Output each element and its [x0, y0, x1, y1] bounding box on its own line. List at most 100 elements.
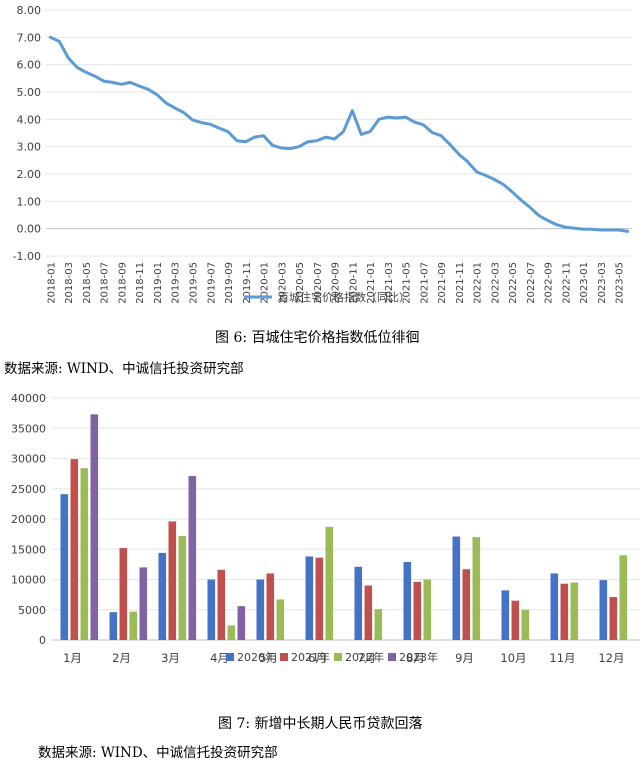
- x-tick-label: 2023-05: [615, 262, 626, 304]
- house-price-line-chart: 8.00 7.00 6.00 5.00 4.00 3.00 2.00 1.00 0.00 -1.0…: [13, 4, 632, 304]
- bar: [511, 600, 520, 640]
- x-tick-label: 2020-05: [295, 262, 306, 304]
- x-tick-label: 2021-07: [419, 262, 430, 304]
- x-axis-ticks: 2018-01 2018-03 2018-05 2018-07 2018-09 2018-…: [46, 262, 625, 304]
- x-tick-label: 2019-03: [171, 262, 182, 304]
- bar: [325, 526, 334, 640]
- bar: [178, 535, 187, 640]
- bar: [550, 573, 559, 640]
- bar: [521, 609, 530, 640]
- x-tick-label: 2022-09: [544, 262, 555, 304]
- figure-7-source: 数据来源: WIND、中诚信托投资研究部: [38, 745, 278, 761]
- x-tick-label: 2019-09: [224, 262, 235, 304]
- x-tick-label: 2019-01: [153, 262, 164, 304]
- bar: [276, 599, 285, 640]
- x-tick-label: 8月: [406, 651, 425, 665]
- x-tick-label: 2020-11: [348, 262, 359, 304]
- x-tick-label: 2022-11: [561, 262, 572, 304]
- legend-swatch: [388, 653, 396, 661]
- x-tick-label: 2019-11: [242, 262, 253, 304]
- y-tick-label: 0.00: [17, 223, 42, 236]
- y-tick-label: 30000: [11, 453, 46, 466]
- x-tick-label: 2019-05: [189, 262, 200, 304]
- y-tick-label: 25000: [11, 483, 46, 496]
- y-tick-label: 5.00: [17, 86, 42, 99]
- bar: [217, 569, 226, 640]
- y-tick-label: 8.00: [17, 4, 42, 17]
- bar: [501, 590, 510, 640]
- y-tick-label: -1.00: [13, 250, 41, 263]
- x-tick-label: 2020-03: [277, 262, 288, 304]
- bar: [570, 582, 579, 640]
- bar: [80, 468, 89, 640]
- x-tick-label: 2018-03: [64, 262, 75, 304]
- x-tick-label: 2021-09: [437, 262, 448, 304]
- x-tick-label: 2021-03: [384, 262, 395, 304]
- bar: [452, 536, 461, 640]
- x-tick-label: 2020-01: [260, 262, 271, 304]
- x-tick-label: 5月: [259, 651, 278, 665]
- bar: [305, 556, 314, 640]
- x-tick-label: 2022-01: [473, 262, 484, 304]
- legend-label: 百城住宅价格指数（同比）: [278, 290, 410, 304]
- y-tick-label: 15000: [11, 543, 46, 556]
- bar: [237, 606, 246, 640]
- x-tick-label: 2020-09: [331, 262, 342, 304]
- y-tick-label: 6.00: [17, 59, 42, 72]
- bar: [609, 597, 618, 640]
- y-gridlines: [46, 9, 632, 257]
- legend-label: 2022年: [345, 650, 384, 664]
- bar: [60, 494, 69, 640]
- bar: [227, 625, 236, 640]
- bar: [462, 569, 471, 640]
- legend-label: 2023年: [399, 650, 438, 664]
- y-tick-label: 1.00: [17, 195, 42, 208]
- figure-6-caption: 图 6: 百城住宅价格指数低位徘徊: [215, 330, 420, 346]
- figure-7-caption: 图 7: 新增中长期人民币贷款回落: [218, 716, 423, 732]
- x-axis-ticks: 1月 2月 3月 4月 5月 6月 7月 8月 9月 10月 11月 12月: [63, 651, 624, 665]
- bar: [90, 414, 99, 640]
- bar: [207, 579, 216, 640]
- x-tick-label: 2019-07: [206, 262, 217, 304]
- bar: [599, 580, 608, 640]
- x-tick-label: 2022-07: [526, 262, 537, 304]
- x-tick-label: 10月: [500, 651, 526, 665]
- legend-label: 2021年: [291, 650, 330, 664]
- legend-label: 2020年: [237, 650, 276, 664]
- x-tick-label: 4月: [210, 651, 229, 665]
- x-tick-label: 2021-11: [455, 262, 466, 304]
- x-tick-label: 2018-01: [46, 262, 57, 304]
- y-tick-label: 4.00: [17, 113, 42, 126]
- x-tick-label: 11月: [549, 651, 575, 665]
- x-tick-label: 3月: [161, 651, 180, 665]
- y-tick-label: 35000: [11, 422, 46, 435]
- y-tick-label: 40000: [11, 392, 46, 405]
- y-tick-label: 3.00: [17, 141, 42, 154]
- bar: [619, 555, 628, 640]
- bar: [354, 566, 363, 640]
- plot-area: [48, 35, 630, 233]
- legend-swatch: [280, 653, 288, 661]
- bar: [266, 573, 275, 640]
- bar: [472, 537, 481, 640]
- bar: [560, 583, 569, 640]
- x-tick-label: 2018-11: [135, 262, 146, 304]
- bar: [256, 579, 265, 640]
- y-tick-label: 20000: [11, 513, 46, 526]
- bar: [364, 585, 373, 640]
- bar: [374, 609, 383, 640]
- x-tick-label: 2月: [112, 651, 131, 665]
- bar: [188, 476, 197, 640]
- x-tick-label: 2023-03: [597, 262, 608, 304]
- y-axis-ticks: 8.00 7.00 6.00 5.00 4.00 3.00 2.00 1.00 0.00 -1.0…: [13, 4, 41, 263]
- y-tick-label: 0: [39, 634, 46, 647]
- legend: 2020年 2021年 2022年 2023年: [226, 650, 438, 664]
- bar: [315, 557, 324, 640]
- legend-swatch: [334, 653, 342, 661]
- y-tick-label: 5000: [18, 604, 46, 617]
- y-tick-label: 7.00: [17, 31, 42, 44]
- x-tick-label: 2021-01: [366, 262, 377, 304]
- x-tick-label: 2018-05: [82, 262, 93, 304]
- figure-6-source: 数据来源: WIND、中诚信托投资研究部: [4, 361, 244, 377]
- x-tick-label: 2020-07: [313, 262, 324, 304]
